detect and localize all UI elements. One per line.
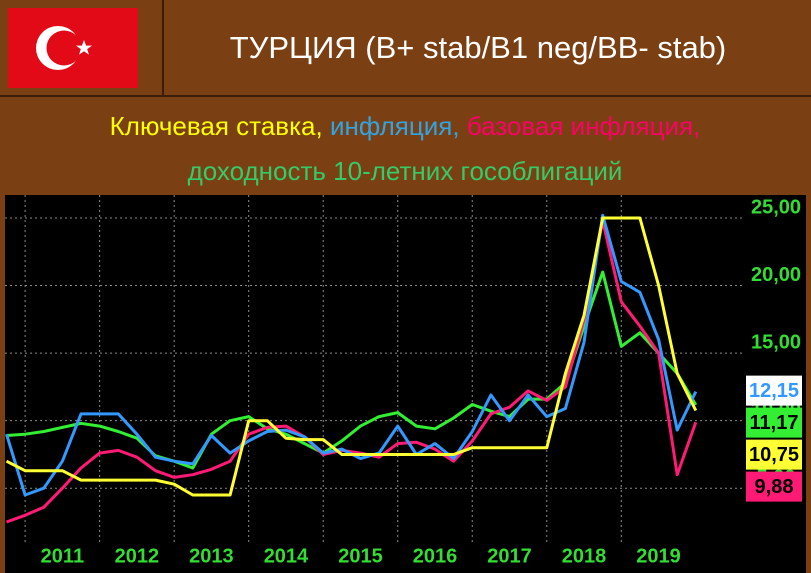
chart-title: ТУРЦИЯ (B+ stab/B1 neg/BB- stab) [230, 30, 727, 65]
legend-line: доходность 10-летних гособлигаций [188, 156, 623, 186]
value-badge [746, 471, 802, 502]
crescent-inner [46, 30, 82, 66]
legend-entry: Ключевая ставка, [110, 111, 323, 141]
x-tick-label: 2018 [562, 545, 607, 567]
y-tick-label: 15,00 [751, 331, 801, 353]
value-label: 12,15 [749, 380, 799, 402]
x-tick-label: 2017 [487, 545, 532, 567]
series-line [5, 219, 698, 524]
value-label: 11,17 [750, 412, 799, 434]
x-tick-label: 2015 [338, 545, 383, 567]
series-line [5, 216, 698, 497]
x-tick-label: 2011 [41, 545, 84, 567]
plot-background [5, 195, 806, 573]
value-badge [746, 407, 802, 438]
value-badge [746, 439, 802, 470]
star [76, 40, 92, 55]
value-badge [746, 375, 802, 406]
x-tick-label: 2013 [189, 545, 234, 567]
legend-line: Ключевая ставка, инфляция, базовая инфля… [110, 111, 701, 141]
y-tick-label: 25,00 [751, 196, 801, 218]
legend-entry: доходность 10-летних гособлигаций [188, 156, 623, 186]
x-tick-label: 2014 [264, 545, 309, 567]
value-label: 10,75 [749, 444, 799, 466]
x-tick-label: 2016 [413, 545, 458, 567]
y-tick-label: 20,00 [751, 264, 801, 286]
legend-entry: инфляция, [330, 111, 460, 141]
value-label: 9,88 [755, 476, 794, 498]
legend-entry: базовая инфляция, [467, 111, 701, 141]
x-tick-label: 2012 [115, 545, 160, 567]
flag [8, 8, 138, 88]
x-tick-label: 2019 [636, 545, 681, 567]
